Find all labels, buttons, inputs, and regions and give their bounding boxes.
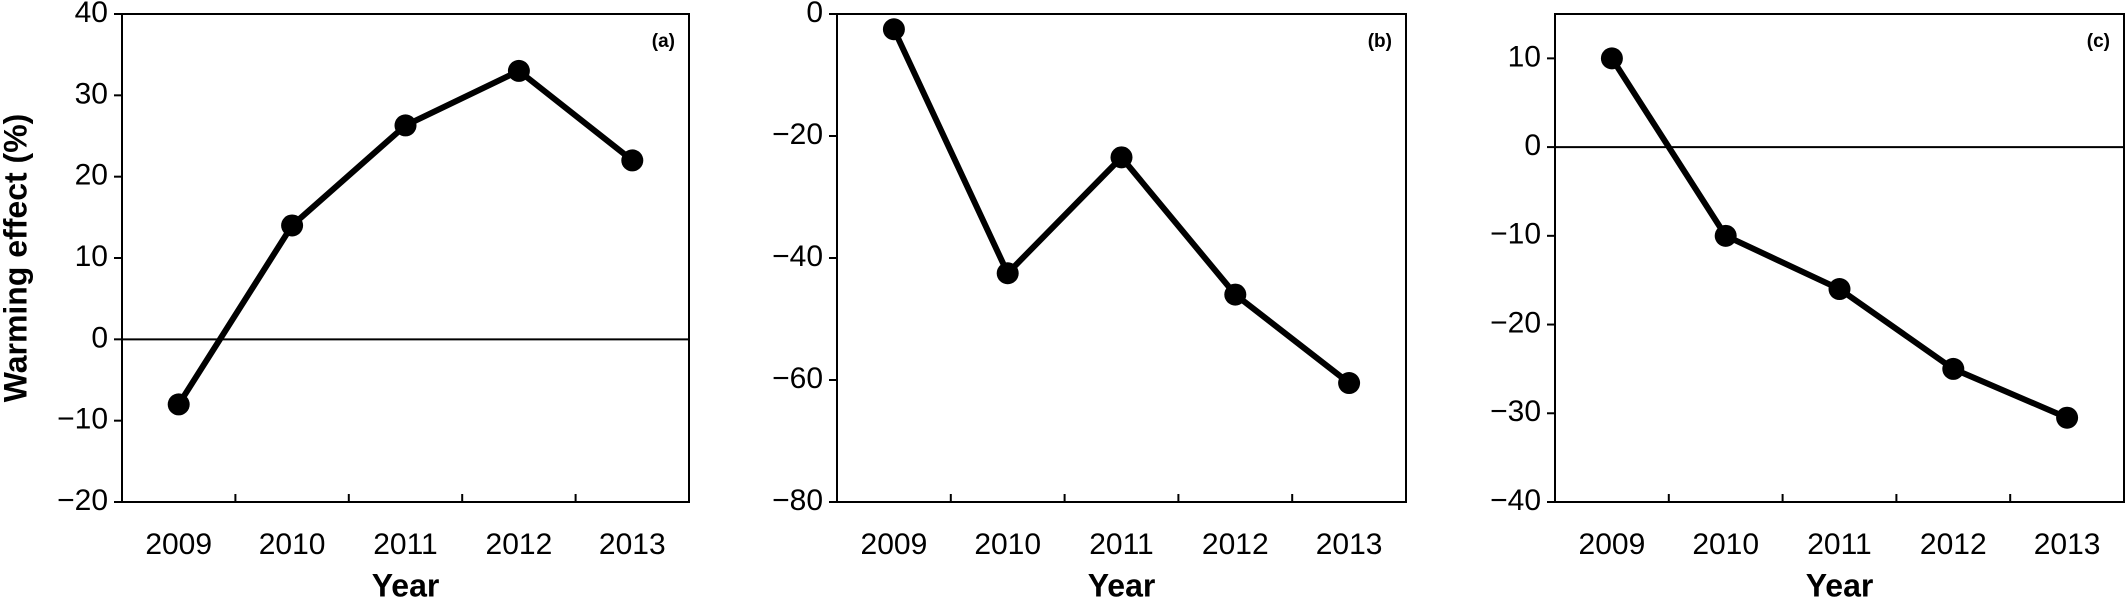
x-tick-label: 2009 [861,528,928,561]
data-point [507,59,530,82]
y-tick-label: −30 [1490,395,1541,428]
x-tick-label: 2012 [486,528,553,561]
panel-label: (a) [652,31,675,52]
x-tick-label: 2013 [1316,528,1383,561]
y-tick-label: −40 [1490,484,1541,517]
x-axis-label: Year [1806,567,1874,602]
y-tick-label: −60 [772,362,823,395]
data-point [1828,278,1851,301]
y-axis-label: Warming effect (%) [0,114,33,403]
panel-label: (b) [1368,31,1392,52]
x-tick-label: 2010 [259,528,326,561]
x-tick-label: 2010 [1692,528,1759,561]
y-tick-label: 40 [75,0,108,29]
data-point [1110,146,1133,169]
data-point [1714,224,1737,247]
y-tick-label: −20 [1490,306,1541,339]
x-tick-label: 2013 [2034,528,2101,561]
data-line [1609,56,2069,421]
x-tick-label: 2011 [373,528,438,561]
x-tick-label: 2013 [599,528,666,561]
panel-label: (c) [2087,31,2110,52]
y-tick-label: −10 [57,403,108,436]
y-tick-label: 10 [1508,40,1541,73]
x-tick-label: 2012 [1202,528,1269,561]
x-tick-label: 2010 [974,528,1041,561]
data-line [891,27,1351,386]
x-tick-label: 2009 [1579,528,1646,561]
data-point [2056,406,2079,429]
x-tick-label: 2012 [1920,528,1987,561]
plot-frame [121,13,690,503]
y-tick-label: 0 [1524,129,1541,162]
x-axis-label: Year [1088,567,1156,602]
data-point [1600,47,1623,70]
data-point [1338,372,1361,395]
y-tick-label: −10 [1490,218,1541,251]
y-tick-label: −20 [57,484,108,517]
x-tick-label: 2011 [1807,528,1872,561]
data-point [621,149,644,172]
data-point [281,214,304,237]
data-point [394,114,417,137]
data-point [882,18,905,41]
data-point [1224,283,1247,306]
data-point [167,393,190,416]
y-tick-label: −80 [772,484,823,517]
x-axis-label: Year [372,567,440,602]
x-tick-label: 2011 [1089,528,1154,561]
y-tick-label: 0 [806,0,823,29]
plot-frame [1554,13,2125,503]
data-point [996,262,1019,285]
y-tick-label: 10 [75,240,108,273]
y-tick-label: 20 [75,159,108,192]
y-tick-label: 0 [91,321,108,354]
data-point [1942,357,1965,380]
y-tick-label: −40 [772,240,823,273]
x-tick-label: 2009 [145,528,212,561]
y-tick-label: 30 [75,77,108,110]
y-tick-label: −20 [772,118,823,151]
